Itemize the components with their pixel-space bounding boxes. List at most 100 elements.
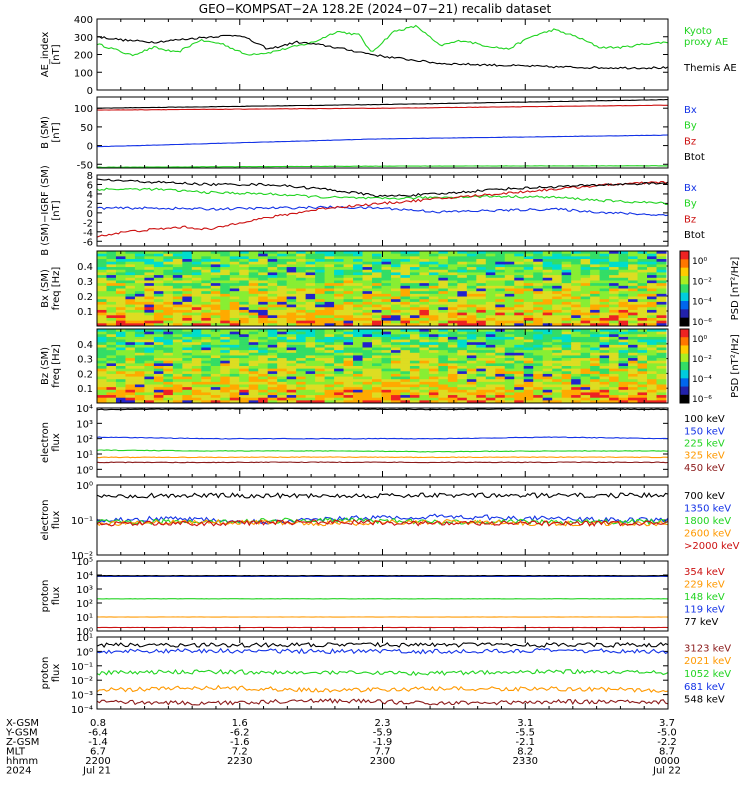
spectrogram-cell <box>191 331 202 335</box>
ephemeris-value: -1.4 <box>88 737 108 748</box>
spectrogram-cell <box>315 347 326 351</box>
spectrogram-cell <box>485 344 496 348</box>
spectrogram-cell <box>343 397 354 401</box>
spectrogram-cell <box>504 342 515 346</box>
spectrogram-cell <box>305 293 316 298</box>
spectrogram-cell <box>353 331 364 335</box>
spectrogram-cell <box>258 350 269 354</box>
spectrogram-cell <box>153 352 164 356</box>
spectrogram-cell <box>409 392 420 396</box>
y-tick-label: 0 <box>87 142 93 153</box>
series-line-1800-kev <box>96 517 669 526</box>
spectrogram-cell <box>438 291 449 295</box>
spectrogram-cell <box>182 309 193 314</box>
spectrogram-cell <box>466 261 477 265</box>
spectrogram-cell <box>637 272 648 276</box>
spectrogram-cell <box>239 315 250 319</box>
spectrogram-cell <box>504 283 515 287</box>
spectrogram-cell <box>419 347 430 351</box>
spectrogram-cell <box>362 259 373 263</box>
spectrogram-cell <box>618 344 629 348</box>
spectrogram-cell <box>514 304 525 308</box>
spectrogram-cell <box>599 261 610 265</box>
spectrogram-cell <box>400 323 411 327</box>
spectrogram-cell <box>182 384 193 388</box>
legend-label: proxy AE <box>684 37 728 48</box>
spectrogram-cell <box>561 261 572 265</box>
spectrogram-cell <box>485 251 496 255</box>
spectrogram-cell <box>504 256 515 260</box>
spectrogram-cell <box>286 339 297 343</box>
spectrogram-cell <box>647 371 658 375</box>
legend-label: 148 keV <box>684 592 725 603</box>
spectrogram-cell <box>343 342 354 346</box>
spectrogram-cell <box>296 291 307 295</box>
spectrogram-cell <box>400 334 411 338</box>
spectrogram-cell <box>476 381 487 385</box>
spectrogram-cell <box>495 309 506 314</box>
spectrogram-cell <box>115 293 126 298</box>
spectrogram-cell <box>656 261 667 265</box>
spectrogram-cell <box>466 371 477 375</box>
spectrogram-cell <box>533 285 544 289</box>
spectrogram-cell <box>390 267 401 271</box>
spectrogram-cell <box>542 350 553 354</box>
spectrogram-cell <box>485 355 496 359</box>
spectrogram-cell <box>647 272 658 276</box>
spectrogram-cell <box>182 296 193 300</box>
spectrogram-cell <box>618 296 629 300</box>
spectrogram-cell <box>220 315 231 319</box>
spectrogram-cell <box>125 358 136 362</box>
spectrogram-cell <box>334 315 345 319</box>
spectrogram-cell <box>106 309 117 314</box>
spectrogram-cell <box>438 392 449 396</box>
spectrogram-cell <box>153 309 164 314</box>
spectrogram-cell <box>97 251 107 255</box>
spectrogram-cell <box>571 379 582 383</box>
spectrogram-cell <box>628 309 639 314</box>
spectrogram-cell <box>656 344 667 348</box>
spectrogram-cell <box>533 387 544 391</box>
spectrogram-cell <box>561 296 572 300</box>
spectrogram-cell <box>628 259 639 263</box>
spectrogram-cell <box>561 368 572 372</box>
spectrogram-cell <box>533 329 544 333</box>
spectrogram-cell <box>182 323 193 327</box>
spectrogram-cell <box>267 299 278 303</box>
spectrogram-cell <box>115 277 126 281</box>
spectrogram-cell <box>239 323 250 327</box>
spectrogram-cell <box>334 350 345 354</box>
spectrogram-cell <box>514 283 525 287</box>
spectrogram-cell <box>438 373 449 378</box>
spectrogram-cell <box>542 395 553 399</box>
y-tick-label: 10⁰ <box>76 627 93 638</box>
spectrogram-cell <box>476 267 487 271</box>
spectrogram-cell <box>229 358 240 362</box>
spectrogram-cell <box>115 299 126 303</box>
spectrogram-cell <box>172 342 183 346</box>
spectrogram-cell <box>580 334 591 338</box>
spectrogram-cell <box>296 251 307 255</box>
spectrogram-cell <box>637 373 648 378</box>
spectrogram-cell <box>286 373 297 378</box>
spectrogram-cell <box>466 304 477 308</box>
spectrogram-cell <box>609 320 620 324</box>
spectrogram-cell <box>485 352 496 356</box>
spectrogram-cell <box>220 339 231 343</box>
spectrogram-cell <box>372 387 382 391</box>
spectrogram-cell <box>447 253 458 257</box>
spectrogram-cell <box>590 387 601 391</box>
spectrogram-cell <box>485 363 496 367</box>
spectrogram-cell <box>258 301 269 306</box>
spectrogram-cell <box>362 395 373 399</box>
spectrogram-cell <box>229 381 240 385</box>
spectrogram-cell <box>353 363 364 367</box>
spectrogram-cell <box>618 389 629 393</box>
spectrogram-cell <box>447 309 458 314</box>
spectrogram-cell <box>229 379 240 383</box>
spectrogram-cell <box>599 400 610 404</box>
spectrogram-cell <box>229 387 240 391</box>
y-tick-label: 0.3 <box>77 355 93 366</box>
spectrogram-cell <box>542 344 553 348</box>
spectrogram-cell <box>419 323 430 327</box>
